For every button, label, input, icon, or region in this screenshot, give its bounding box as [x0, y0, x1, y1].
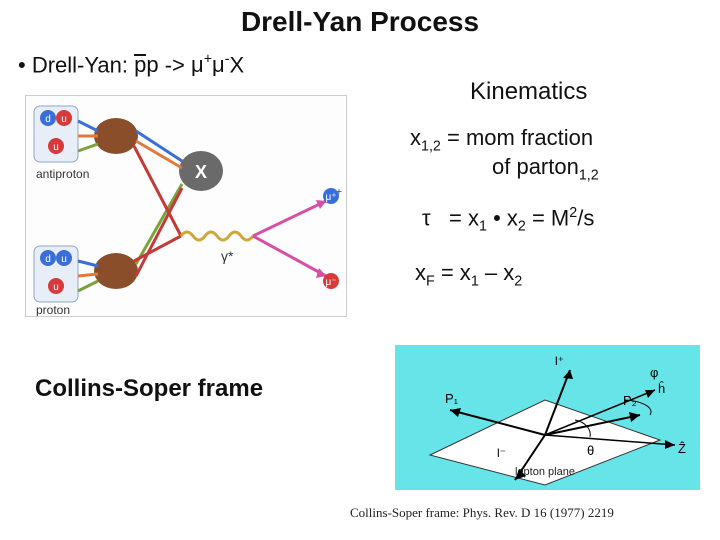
- svg-text:u: u: [61, 254, 67, 265]
- kin-parton-sub: 1,2: [579, 168, 599, 184]
- kin-parton: of parton: [410, 154, 579, 179]
- kin-l3-b: = x: [435, 260, 471, 285]
- kin-l2-c: = M: [526, 205, 569, 230]
- kin-l2-b: • x: [487, 205, 518, 230]
- proton-quarks: d u u: [34, 246, 78, 302]
- gamma-propagator: [181, 232, 253, 240]
- svg-text:l⁺: l⁺: [555, 354, 564, 368]
- svg-text:γ*: γ*: [221, 248, 234, 264]
- svg-text:u: u: [53, 282, 59, 293]
- svg-text:μ⁻: μ⁻: [325, 277, 336, 288]
- kin-line2: τ = x1 • x2 = M2/s: [422, 205, 594, 235]
- kin-xf: x: [415, 260, 426, 285]
- svg-text:d: d: [45, 114, 51, 125]
- bullet-x: X: [230, 52, 245, 77]
- bullet-arrow: ->: [159, 52, 191, 77]
- collins-soper-label: Collins-Soper frame: [35, 375, 263, 403]
- svg-text:P₁: P₁: [445, 391, 459, 406]
- kin-l3-c: – x: [479, 260, 514, 285]
- antiproton-quarks: d u u: [34, 106, 78, 162]
- collins-soper-figure: lepton plane P₁ P₂ l⁺ l⁻ ĥ Ẑ φ θ: [395, 345, 700, 490]
- kin-line3: xF = x1 – x2: [415, 260, 522, 289]
- kin-line1: x1,2 = mom fraction of parton1,2: [410, 125, 710, 184]
- kin-x-sub: 1,2: [421, 138, 441, 154]
- bullet-drell-yan: • Drell-Yan: pp -> μ+μ-X: [18, 52, 244, 78]
- collins-soper-caption: Collins-Soper frame: Phys. Rev. D 16 (19…: [350, 505, 614, 521]
- svg-text:u: u: [61, 114, 67, 125]
- svg-text:μ⁺: μ⁺: [325, 192, 336, 203]
- kin-xf-sub: F: [426, 273, 435, 289]
- svg-text:Ẑ: Ẑ: [678, 441, 686, 456]
- kin-l2-s1: 1: [479, 219, 487, 235]
- page-title: Drell-Yan Process: [0, 0, 720, 38]
- kin-l3-s2: 2: [514, 273, 522, 289]
- antiproton-label: antiproton: [36, 167, 89, 181]
- kin-l2-sup: 2: [569, 205, 577, 221]
- svg-text:X: X: [195, 162, 207, 182]
- mu-minus: μ-: [212, 52, 229, 77]
- kin-tau: τ = x: [422, 205, 479, 230]
- proton-label: proton: [36, 303, 70, 316]
- mu-plus: μ+: [191, 52, 212, 77]
- kinematics-heading: Kinematics: [470, 78, 587, 106]
- kin-l2-s2: 2: [518, 219, 526, 235]
- svg-text:u: u: [53, 142, 59, 153]
- bullet-prefix: • Drell-Yan:: [18, 52, 134, 77]
- svg-text:φ: φ: [650, 365, 658, 380]
- kin-x: x: [410, 125, 421, 150]
- q-line: [134, 236, 181, 261]
- qbar-line: [134, 146, 181, 236]
- antiproton-blob: [94, 118, 138, 154]
- svg-text:l⁻: l⁻: [497, 446, 506, 460]
- mu-minus-line: [253, 236, 326, 276]
- feynman-diagram: d u u antiproton d u u proton X: [25, 95, 347, 317]
- pp-overbar: pp: [134, 52, 158, 78]
- mu-plus-line: [253, 201, 326, 236]
- proton-blob: [94, 253, 138, 289]
- svg-text:d: d: [45, 254, 51, 265]
- kin-l3-s1: 1: [471, 273, 479, 289]
- kin-eq: = mom fraction: [441, 125, 593, 150]
- svg-text:ĥ: ĥ: [658, 381, 665, 396]
- svg-text:θ: θ: [587, 443, 594, 458]
- kin-l2-d: /s: [577, 205, 594, 230]
